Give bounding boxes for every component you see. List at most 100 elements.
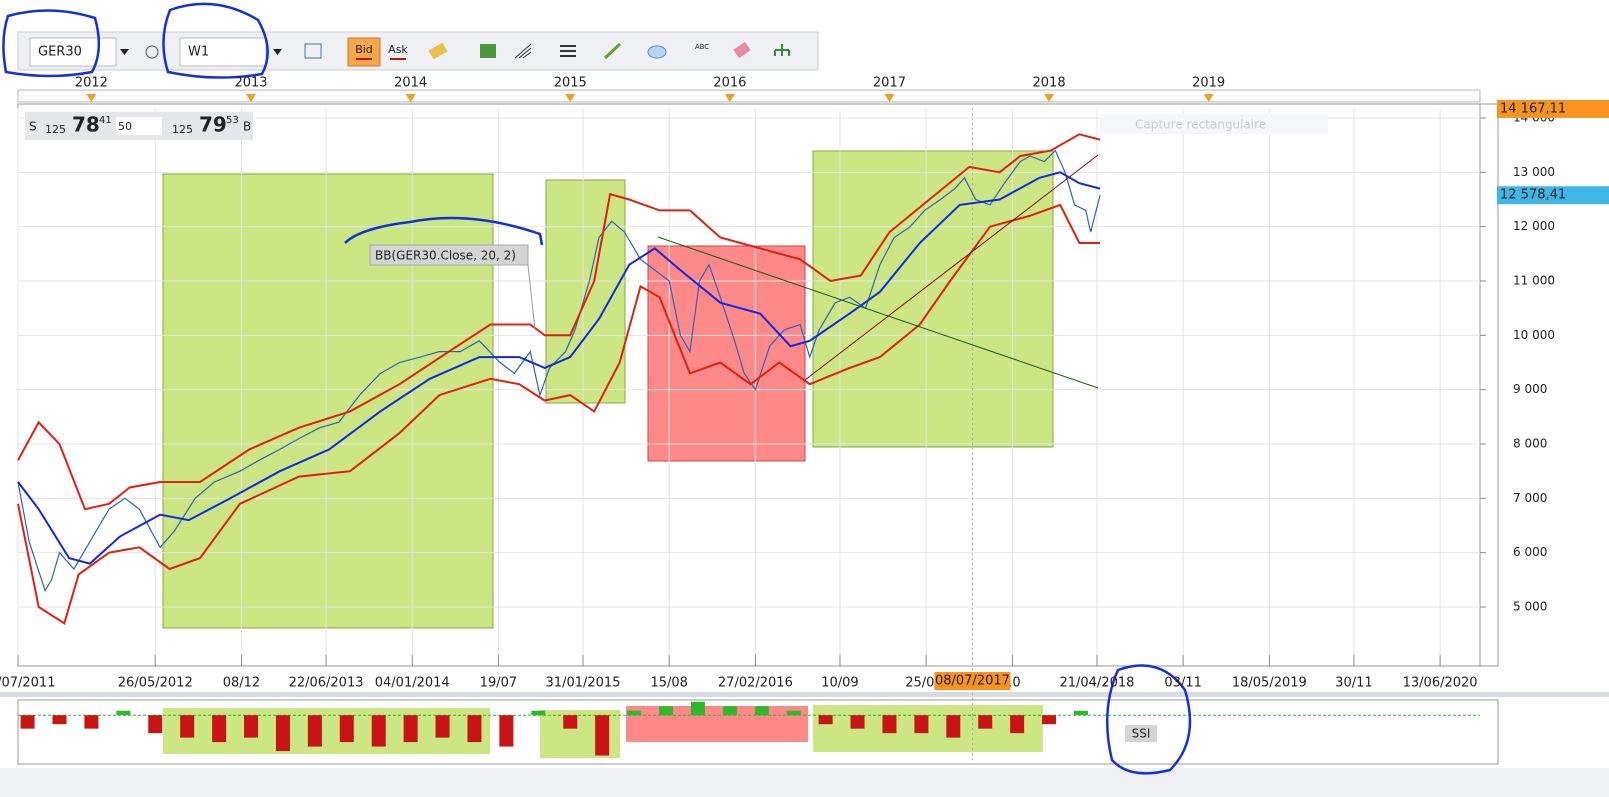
- bar: [659, 706, 674, 716]
- y-tick-label: 7 000: [1513, 491, 1547, 505]
- x-tick-label: 31/01/2015: [546, 676, 621, 691]
- trend-line[interactable]: [657, 236, 1099, 389]
- y-tick-label: 8 000: [1513, 437, 1547, 451]
- year-label: 2013: [234, 76, 267, 91]
- x-tick-label: 19/07: [480, 676, 517, 691]
- indicator-label: BB(GER30.Close, 20, 2): [375, 249, 516, 263]
- bar: [339, 715, 354, 743]
- series-line: [17, 203, 1101, 625]
- icon[interactable]: [145, 45, 159, 59]
- hand-circle: [2, 9, 101, 78]
- trend-line[interactable]: [804, 154, 1099, 381]
- bar: [148, 715, 163, 734]
- icon[interactable]: [774, 44, 790, 56]
- year-label: 2019: [1192, 76, 1225, 91]
- bar: [307, 715, 322, 747]
- bar: [818, 715, 833, 725]
- year-label: 2016: [713, 76, 746, 91]
- x-tick-label: 13/06/2020: [1403, 676, 1478, 691]
- year-marker: [405, 94, 416, 102]
- icon[interactable]: [304, 43, 322, 59]
- quote-text: B: [243, 120, 251, 134]
- bar: [371, 715, 386, 747]
- x-tick-label: 18/05/2019: [1232, 676, 1307, 691]
- quote-text: 125: [172, 123, 193, 136]
- bar: [180, 715, 195, 738]
- x-tick-label: 03/11: [1164, 676, 1201, 691]
- ask-label[interactable]: Ask: [388, 43, 408, 56]
- dropdown-arrow[interactable]: [120, 49, 129, 55]
- year-label: 2018: [1033, 76, 1066, 91]
- quote-text: 41: [99, 115, 112, 126]
- y-tick-label: 12 000: [1513, 219, 1555, 233]
- bar: [978, 715, 993, 729]
- y-tick-label: 6 000: [1513, 545, 1547, 559]
- bar: [1010, 715, 1025, 734]
- ssi-label: SSI: [1132, 727, 1151, 741]
- x-tick-label: 21/04/2018: [1059, 676, 1134, 691]
- zone[interactable]: [545, 179, 626, 404]
- panel-separator: [0, 692, 1609, 697]
- year-label: 2012: [75, 76, 108, 91]
- dropdown-arrow[interactable]: [273, 49, 282, 55]
- y-tick-label: 11 000: [1513, 274, 1555, 288]
- x-tick-label: 08/12: [223, 676, 260, 691]
- timeframe-box[interactable]: [179, 37, 267, 67]
- hand-stroke: [344, 216, 544, 246]
- hand-annotations: [2, 2, 1192, 775]
- size-input[interactable]: [116, 117, 162, 135]
- icon[interactable]: [647, 45, 667, 59]
- bar: [627, 710, 642, 716]
- year-marker: [1203, 94, 1214, 102]
- y-tick-label: 10 000: [1513, 328, 1555, 342]
- x-tick-label: 27/02/2016: [718, 676, 793, 691]
- icon[interactable]: [514, 43, 532, 59]
- crosshair-date: 08/07/2017: [935, 674, 1010, 689]
- year-marker: [246, 94, 257, 102]
- bar: [244, 715, 259, 738]
- quote-text: 125: [45, 123, 66, 136]
- icon[interactable]: [560, 45, 576, 57]
- icon[interactable]: [603, 42, 622, 60]
- ssi-label-box: [1125, 725, 1157, 742]
- grid: [17, 94, 1486, 764]
- icon[interactable]: [480, 44, 496, 58]
- bar: [20, 715, 35, 729]
- year-label: 2014: [394, 76, 427, 91]
- bar: [467, 715, 482, 743]
- bar: [403, 715, 418, 743]
- last-price-box: [1497, 186, 1609, 205]
- icon[interactable]: [733, 41, 751, 59]
- x-tick-label: 16/07/2011: [0, 676, 55, 691]
- bid-label[interactable]: Bid: [355, 43, 373, 56]
- year-marker: [724, 94, 735, 102]
- toolbar: [17, 31, 819, 71]
- series-line: [17, 149, 1101, 593]
- last-price: 12 578,41: [1500, 188, 1566, 203]
- zone[interactable]: [162, 173, 494, 629]
- status-bar: [0, 768, 1609, 797]
- bar: [754, 706, 769, 716]
- year-label: 2017: [873, 76, 906, 91]
- timeframe[interactable]: W1: [188, 45, 209, 60]
- text-tool[interactable]: ABC: [695, 43, 709, 51]
- icon[interactable]: [428, 42, 448, 60]
- bid-button[interactable]: [347, 37, 381, 67]
- year-marker: [1044, 94, 1055, 102]
- crosshair-date-box: [934, 672, 1011, 690]
- zone[interactable]: [626, 706, 808, 742]
- x-tick-label: 04/01/2014: [375, 676, 450, 691]
- symbol-box[interactable]: [29, 37, 117, 67]
- leader-line: [527, 264, 536, 331]
- hand-circle: [1105, 664, 1192, 775]
- zone[interactable]: [647, 245, 806, 462]
- quote-text: 79: [199, 113, 227, 137]
- year-marker: [884, 94, 895, 102]
- bar: [275, 715, 290, 752]
- crosshair-price: 14 167,11: [1500, 101, 1566, 116]
- bar: [52, 715, 67, 725]
- x-tick-label: 30/11: [1335, 676, 1372, 691]
- year-label: 2015: [554, 76, 587, 91]
- symbol[interactable]: GER30: [38, 45, 82, 60]
- quote-text[interactable]: 50: [118, 120, 132, 133]
